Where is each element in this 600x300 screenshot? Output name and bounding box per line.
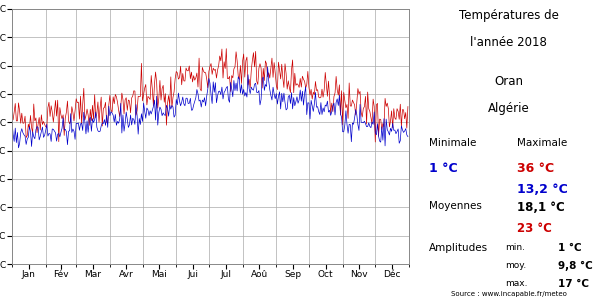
Text: 18,1 °C: 18,1 °C	[517, 201, 565, 214]
Text: Températures de: Températures de	[458, 9, 559, 22]
Text: moy.: moy.	[505, 261, 526, 270]
Text: 36 °C: 36 °C	[517, 162, 554, 175]
Text: Amplitudes: Amplitudes	[429, 243, 488, 253]
Text: l'année 2018: l'année 2018	[470, 36, 547, 49]
Text: Moyennes: Moyennes	[429, 201, 482, 211]
Text: Maximale: Maximale	[517, 138, 568, 148]
Text: 13,2 °C: 13,2 °C	[517, 183, 568, 196]
Text: min.: min.	[505, 243, 525, 252]
Text: 23 °C: 23 °C	[517, 222, 552, 235]
Text: 9,8 °C: 9,8 °C	[558, 261, 593, 271]
Text: Source : www.incapable.fr/meteo: Source : www.incapable.fr/meteo	[451, 291, 566, 297]
Text: 17 °C: 17 °C	[558, 279, 589, 289]
Text: Oran: Oran	[494, 75, 523, 88]
Text: max.: max.	[505, 279, 527, 288]
Text: 1 °C: 1 °C	[558, 243, 581, 253]
Text: Minimale: Minimale	[429, 138, 476, 148]
Text: 1 °C: 1 °C	[429, 162, 457, 175]
Text: Algérie: Algérie	[488, 102, 529, 115]
